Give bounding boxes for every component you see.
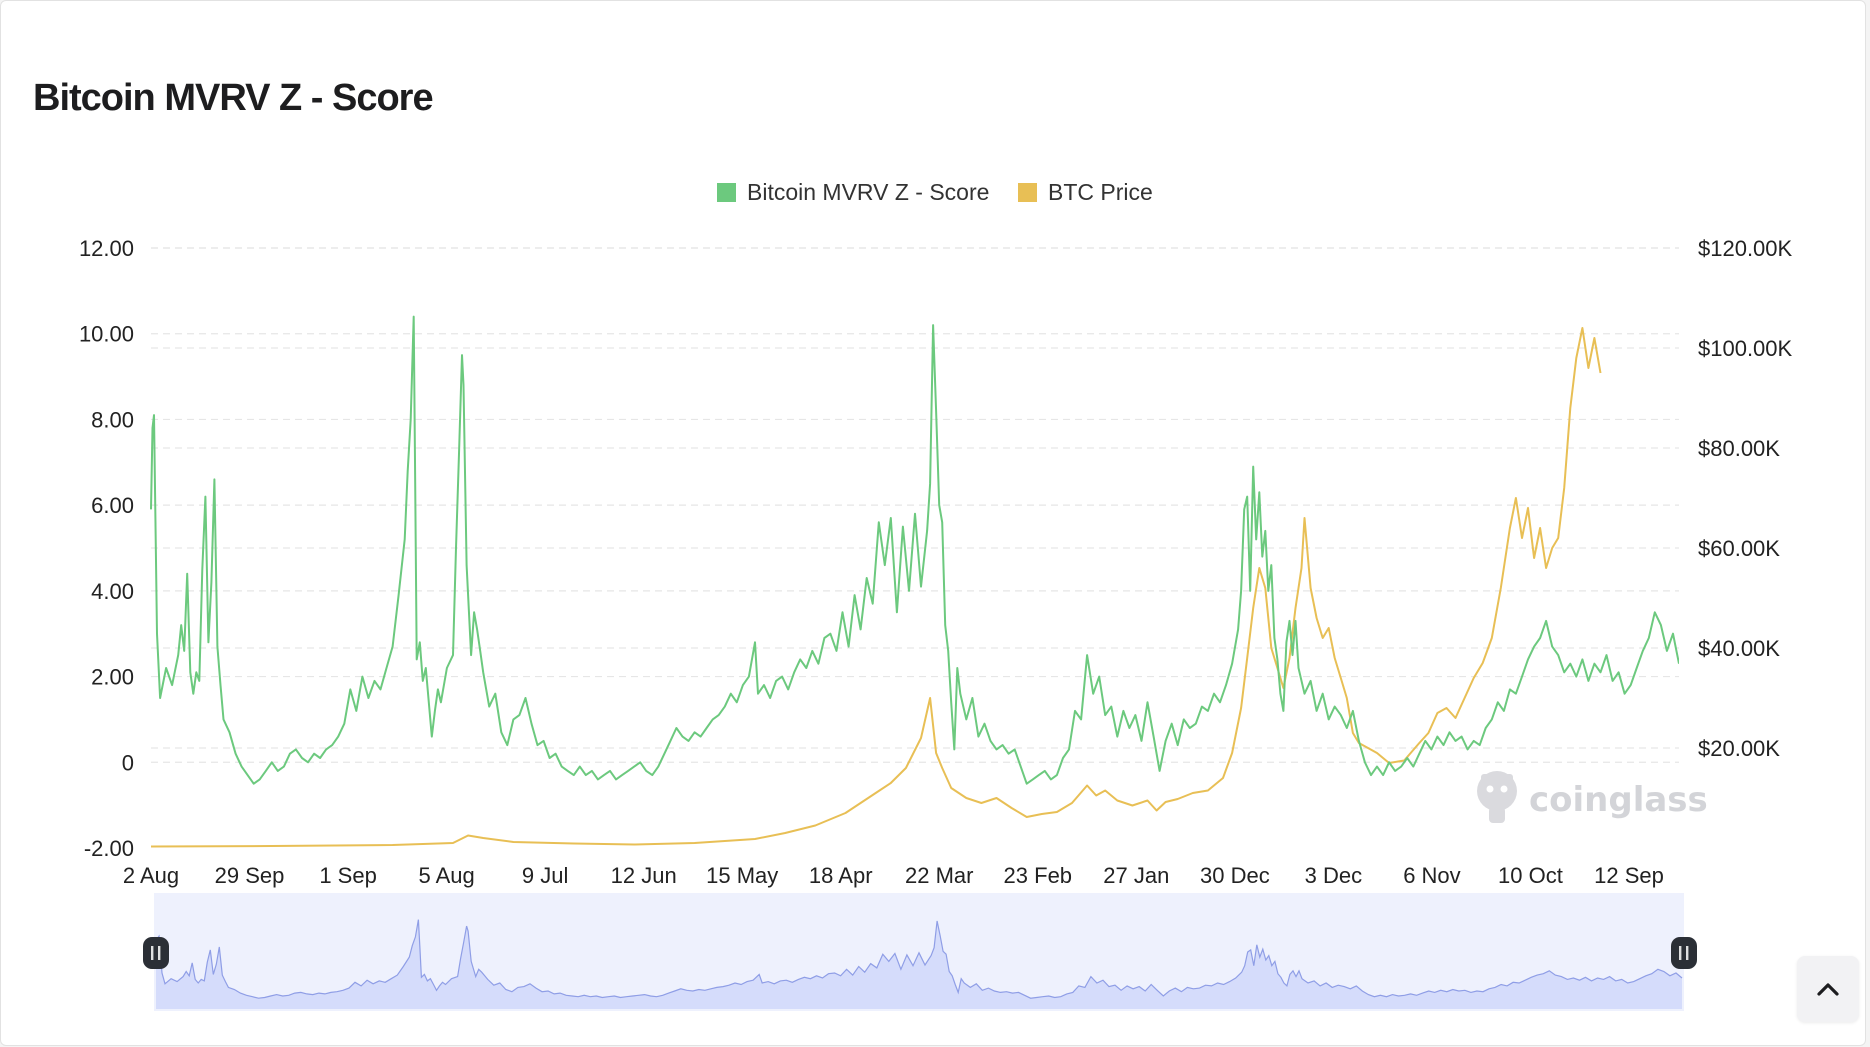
watermark-text: coinglass: [1529, 780, 1708, 820]
page-title: Bitcoin MVRV Z - Score: [33, 77, 434, 119]
x-tick-label: 1 Sep: [319, 863, 377, 888]
navigator-handle-right[interactable]: [1671, 937, 1697, 969]
y-axis-right: $120.00K $100.00K $80.00K $60.00K $40.00K $20…: [1698, 236, 1793, 761]
scroll-to-top-button[interactable]: [1797, 956, 1859, 1022]
series-line-mvrv-z-score: [150, 315, 1679, 785]
legend-swatch-price: [1018, 183, 1037, 202]
y-right-tick-label: $20.00K: [1698, 736, 1780, 761]
coinglass-logo-icon: [1477, 771, 1517, 823]
legend-item-mvrv[interactable]: Bitcoin MVRV Z - Score: [717, 179, 989, 205]
legend-label-price: BTC Price: [1048, 179, 1153, 205]
x-tick-label: 2 Aug: [123, 863, 179, 888]
y-left-tick-label: 10.00: [79, 322, 134, 347]
x-tick-label: 10 Oct: [1498, 863, 1563, 888]
y-right-tick-label: $40.00K: [1698, 636, 1780, 661]
y-left-tick-label: 0: [122, 750, 134, 775]
x-tick-label: 29 Sep: [215, 863, 285, 888]
y-right-tick-label: $100.00K: [1698, 336, 1793, 361]
y-left-tick-label: -2.00: [84, 836, 134, 861]
legend[interactable]: Bitcoin MVRV Z - Score BTC Price: [717, 179, 1153, 205]
y-left-tick-label: 4.00: [91, 579, 134, 604]
y-right-tick-label: $120.00K: [1698, 236, 1793, 261]
x-tick-label: 12 Sep: [1594, 863, 1664, 888]
x-tick-label: 12 Jun: [611, 863, 677, 888]
x-tick-label: 6 Nov: [1403, 863, 1460, 888]
x-tick-label: 30 Dec: [1200, 863, 1270, 888]
x-tick-label: 22 Mar: [905, 863, 973, 888]
y-right-tick-label: $80.00K: [1698, 436, 1780, 461]
navigator-handle-left[interactable]: [143, 937, 169, 969]
coinglass-watermark: coinglass: [1477, 771, 1708, 823]
y-right-tick-label: $60.00K: [1698, 536, 1780, 561]
navigator-line: [155, 919, 1683, 999]
legend-item-price[interactable]: BTC Price: [1018, 179, 1153, 205]
y-left-tick-label: 2.00: [91, 665, 134, 690]
x-tick-label: 18 Apr: [809, 863, 873, 888]
x-axis: 2 Aug 29 Sep 1 Sep 5 Aug 9 Jul 12 Jun 15 May 18…: [123, 863, 1664, 888]
legend-label-mvrv: Bitcoin MVRV Z - Score: [747, 179, 989, 205]
x-tick-label: 9 Jul: [522, 863, 568, 888]
y-axis-left: 12.00 10.00 8.00 6.00 4.00 2.00 0 -2.00: [79, 236, 134, 861]
series-line-btc-price: [150, 327, 1602, 848]
grid-lines: [151, 247, 1679, 763]
y-left-tick-label: 6.00: [91, 493, 134, 518]
x-tick-label: 15 May: [706, 863, 778, 888]
legend-swatch-mvrv: [717, 183, 736, 202]
y-left-tick-label: 8.00: [91, 407, 134, 432]
y-left-tick-label: 12.00: [79, 236, 134, 261]
x-tick-label: 23 Feb: [1004, 863, 1073, 888]
x-tick-label: 27 Jan: [1103, 863, 1169, 888]
x-tick-label: 5 Aug: [418, 863, 474, 888]
chevron-up-icon: [1817, 983, 1839, 996]
range-navigator[interactable]: [143, 893, 1697, 1011]
x-tick-label: 3 Dec: [1305, 863, 1362, 888]
navigator-area: [156, 919, 1682, 1009]
